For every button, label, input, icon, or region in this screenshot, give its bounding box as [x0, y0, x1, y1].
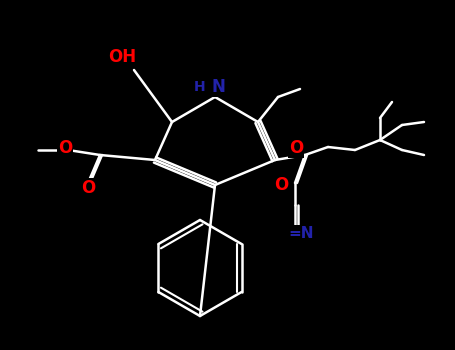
Text: O: O [274, 176, 288, 194]
Text: N: N [211, 78, 225, 96]
Text: O: O [58, 139, 72, 157]
Text: O: O [81, 179, 95, 197]
Text: =N: =N [288, 225, 314, 240]
Text: O: O [289, 139, 303, 157]
Text: OH: OH [108, 48, 136, 66]
Text: H: H [194, 80, 206, 94]
